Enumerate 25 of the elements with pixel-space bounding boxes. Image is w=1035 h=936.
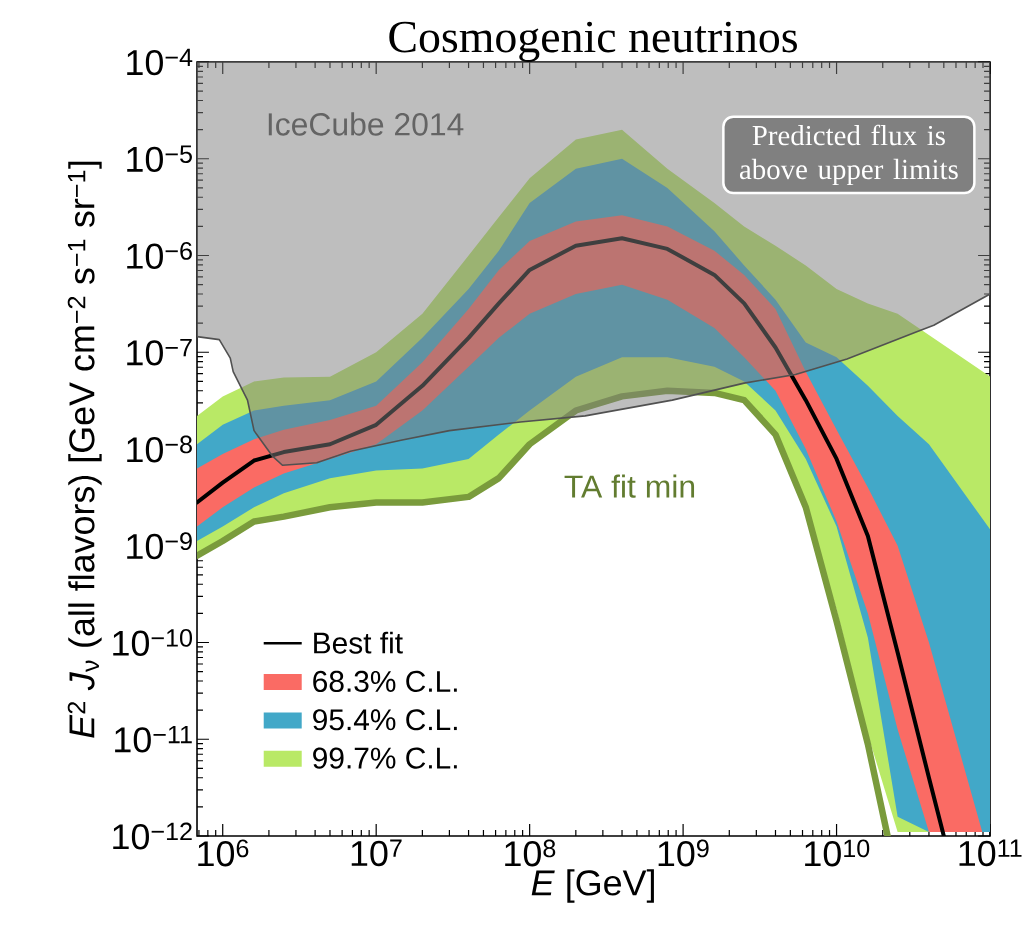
annotation: Predicted flux is above upper limits — [739, 124, 958, 186]
y-tick-label: 10$^{−8}$ — [127, 435, 192, 463]
x-tick-label: 10$^{8}$ — [505, 839, 556, 867]
y-tick-label: 10$^{−6}$ — [127, 242, 192, 269]
x-tick-label: 10$^{7}$ — [351, 839, 402, 867]
y-tick-label: 10$^{−4}$ — [127, 48, 193, 76]
x-tick-label: 10$^{10}$ — [805, 839, 870, 867]
y-tick-label: 10$^{−5}$ — [127, 145, 192, 173]
annotation: TA fit min — [564, 474, 695, 498]
x-tick-label: 10$^{6}$ — [198, 839, 249, 867]
x-axis-title: E [GeV] — [531, 869, 654, 903]
y-tick-label: 10$^{−11}$ — [115, 725, 192, 753]
y-tick-label: 10$^{−9}$ — [127, 532, 192, 560]
y-tick-label: 10$^{−12}$ — [113, 822, 192, 850]
legend-label: 95.4% C.L. — [313, 709, 457, 731]
x-tick-label: 10$^{9}$ — [658, 839, 709, 867]
annotation: IceCube 2014 — [268, 112, 464, 136]
y-tick-label: 10$^{−10}$ — [113, 629, 193, 656]
text: E$^{2}$ J$_{ν}$ (all flavors) [GeV cm$^{−2}$ s$^{−1}$ sr$^{−1}$] — [67, 161, 102, 738]
chart-title: Cosmogenic neutrinos — [389, 21, 797, 62]
legend-label: 99.7% C.L. — [313, 747, 457, 769]
x-tick-label: 10$^{11}$ — [959, 839, 1022, 867]
legend-label: Best fit — [314, 631, 403, 654]
y-tick-label: 10$^{−7}$ — [127, 338, 192, 366]
legend-label: 68.3% C.L. — [313, 670, 457, 693]
